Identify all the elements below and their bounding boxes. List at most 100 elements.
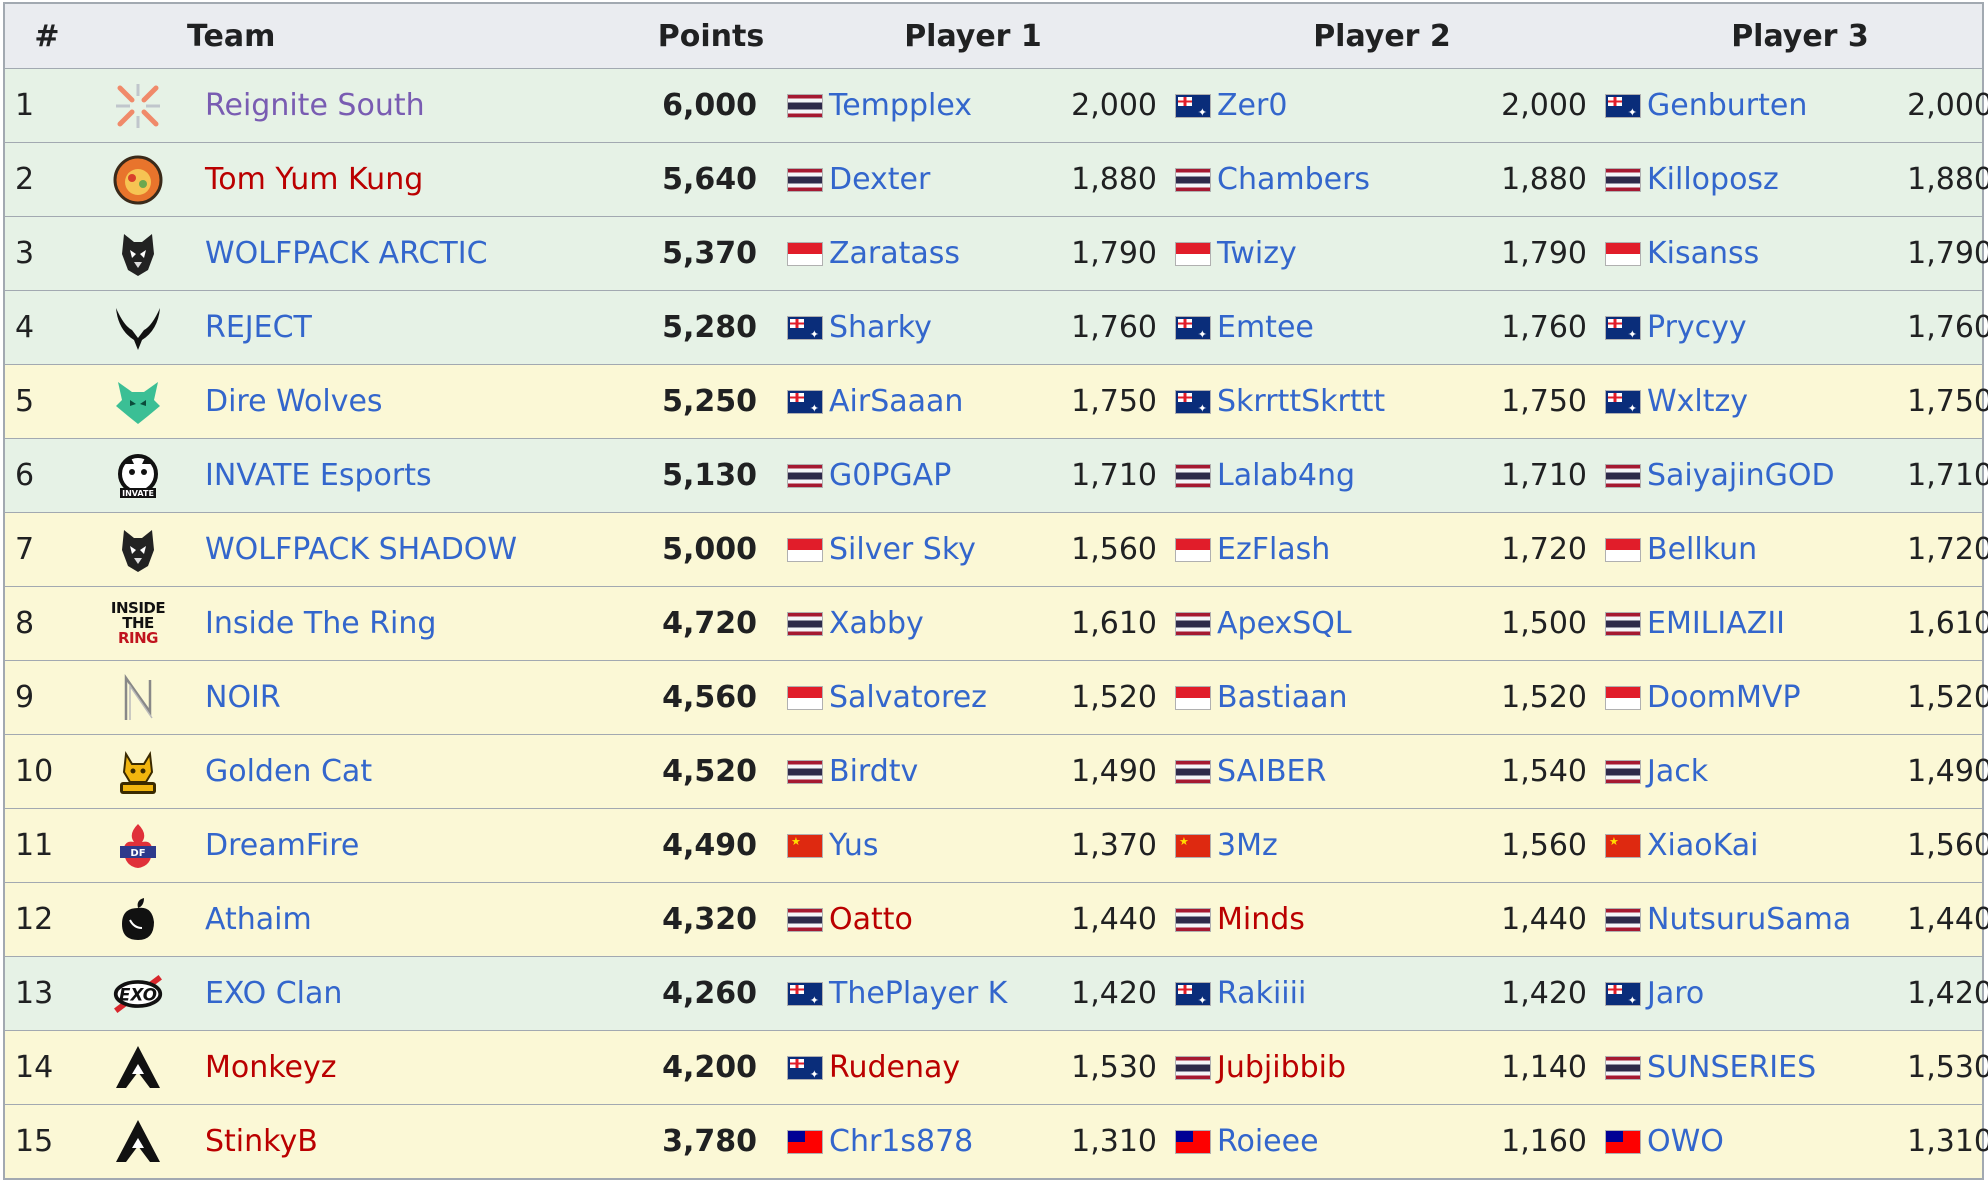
invate-logo[interactable]: INVATE (112, 450, 164, 502)
flag-au-icon[interactable] (1175, 981, 1211, 1007)
flag-tw-icon[interactable] (1175, 1129, 1211, 1154)
flag-th-icon[interactable] (1605, 463, 1641, 488)
flag-au-icon[interactable] (787, 389, 823, 415)
team-link[interactable]: Athaim (205, 902, 312, 937)
player-link[interactable]: Yus (829, 828, 879, 863)
flag-cn-icon[interactable] (787, 833, 823, 858)
player-link[interactable]: Chr1s878 (829, 1124, 974, 1159)
flag-cn-icon[interactable] (1605, 833, 1641, 858)
flag-au-icon[interactable] (787, 1055, 823, 1081)
player-link[interactable]: Kisanss (1647, 236, 1760, 271)
player-link[interactable]: Jaro (1647, 976, 1705, 1011)
player-link[interactable]: Rudenay (829, 1050, 961, 1085)
player-link[interactable]: Xabby (829, 606, 924, 641)
player-link[interactable]: Killoposz (1647, 162, 1779, 197)
wolfpack-logo[interactable] (112, 524, 164, 576)
flag-tw-icon[interactable] (787, 1129, 823, 1154)
team-link[interactable]: REJECT (205, 310, 312, 345)
player-link[interactable]: Jubjibbib (1217, 1050, 1347, 1085)
team-link[interactable]: DreamFire (205, 828, 360, 863)
flag-id-icon[interactable] (1175, 241, 1211, 266)
flag-id-icon[interactable] (1605, 685, 1641, 710)
flag-au-icon[interactable] (1175, 315, 1211, 341)
player-link[interactable]: Chambers (1217, 162, 1371, 197)
tom-yum-logo[interactable] (112, 154, 164, 206)
dreamfire-logo[interactable]: DF (112, 820, 164, 872)
player-link[interactable]: 3Mz (1217, 828, 1278, 863)
flag-th-icon[interactable] (1175, 167, 1211, 192)
player-link[interactable]: SaiyajinGOD (1647, 458, 1835, 493)
flag-th-icon[interactable] (1605, 907, 1641, 932)
flag-th-icon[interactable] (787, 463, 823, 488)
flag-th-icon[interactable] (787, 907, 823, 932)
flag-au-icon[interactable] (1605, 389, 1641, 415)
player-link[interactable]: Minds (1217, 902, 1305, 937)
flag-au-icon[interactable] (1605, 981, 1641, 1007)
team-link[interactable]: WOLFPACK ARCTIC (205, 236, 488, 271)
flag-th-icon[interactable] (1605, 759, 1641, 784)
flag-tw-icon[interactable] (1605, 1129, 1641, 1154)
flag-th-icon[interactable] (787, 167, 823, 192)
flag-th-icon[interactable] (787, 759, 823, 784)
inside-the-ring-logo[interactable]: INSIDE THE RING (110, 599, 166, 647)
player-link[interactable]: Silver Sky (829, 532, 976, 567)
team-link[interactable]: WOLFPACK SHADOW (205, 532, 518, 567)
player-link[interactable]: Jack (1647, 754, 1709, 789)
flag-au-icon[interactable] (1175, 93, 1211, 119)
flag-au-icon[interactable] (1605, 315, 1641, 341)
flag-th-icon[interactable] (1175, 463, 1211, 488)
player-link[interactable]: Lalab4ng (1217, 458, 1356, 493)
flag-id-icon[interactable] (1175, 685, 1211, 710)
player-link[interactable]: Wxltzy (1647, 384, 1749, 419)
dire-wolves-logo[interactable] (112, 376, 164, 428)
apex-logo[interactable] (112, 1042, 164, 1094)
player-link[interactable]: ThePlayer K (829, 976, 1008, 1011)
player-link[interactable]: EzFlash (1217, 532, 1331, 567)
player-link[interactable]: Prycyy (1647, 310, 1747, 345)
player-link[interactable]: Roieee (1217, 1124, 1319, 1159)
player-link[interactable]: SkrrttSkrttt (1217, 384, 1386, 419)
player-link[interactable]: Sharky (829, 310, 932, 345)
player-link[interactable]: Oatto (829, 902, 913, 937)
noir-logo[interactable] (112, 672, 164, 724)
exo-clan-logo[interactable]: EXO (112, 968, 164, 1020)
flag-th-icon[interactable] (1605, 611, 1641, 636)
flag-th-icon[interactable] (1605, 1055, 1641, 1080)
team-link[interactable]: Dire Wolves (205, 384, 383, 419)
flag-id-icon[interactable] (1175, 537, 1211, 562)
player-link[interactable]: Rakiiii (1217, 976, 1307, 1011)
flag-au-icon[interactable] (787, 981, 823, 1007)
player-link[interactable]: Bastiaan (1217, 680, 1348, 715)
player-link[interactable]: EMILIAZII (1647, 606, 1786, 641)
team-link[interactable]: Golden Cat (205, 754, 373, 789)
flag-id-icon[interactable] (787, 537, 823, 562)
player-link[interactable]: NutsuruSama (1647, 902, 1852, 937)
player-link[interactable]: SAIBER (1217, 754, 1327, 789)
player-link[interactable]: Twizy (1217, 236, 1297, 271)
golden-cat-logo[interactable] (112, 746, 164, 798)
flag-id-icon[interactable] (787, 685, 823, 710)
team-link[interactable]: Inside The Ring (205, 606, 437, 641)
player-link[interactable]: OWO (1647, 1124, 1724, 1159)
player-link[interactable]: Zaratass (829, 236, 961, 271)
team-link[interactable]: Tom Yum Kung (205, 162, 424, 197)
flag-id-icon[interactable] (1605, 537, 1641, 562)
player-link[interactable]: SUNSERIES (1647, 1050, 1817, 1085)
player-link[interactable]: AirSaaan (829, 384, 964, 419)
flag-th-icon[interactable] (1175, 759, 1211, 784)
flag-au-icon[interactable] (1605, 93, 1641, 119)
player-link[interactable]: Emtee (1217, 310, 1314, 345)
player-link[interactable]: Tempplex (829, 88, 973, 123)
flag-au-icon[interactable] (1175, 389, 1211, 415)
flag-th-icon[interactable] (1605, 167, 1641, 192)
team-link[interactable]: INVATE Esports (205, 458, 432, 493)
player-link[interactable]: Birdtv (829, 754, 919, 789)
flag-th-icon[interactable] (787, 93, 823, 118)
player-link[interactable]: G0PGAP (829, 458, 952, 493)
apex-logo[interactable] (112, 1116, 164, 1168)
flag-id-icon[interactable] (1605, 241, 1641, 266)
player-link[interactable]: XiaoKai (1647, 828, 1759, 863)
player-link[interactable]: Zer0 (1217, 88, 1288, 123)
reject-logo[interactable] (112, 302, 164, 354)
flag-cn-icon[interactable] (1175, 833, 1211, 858)
